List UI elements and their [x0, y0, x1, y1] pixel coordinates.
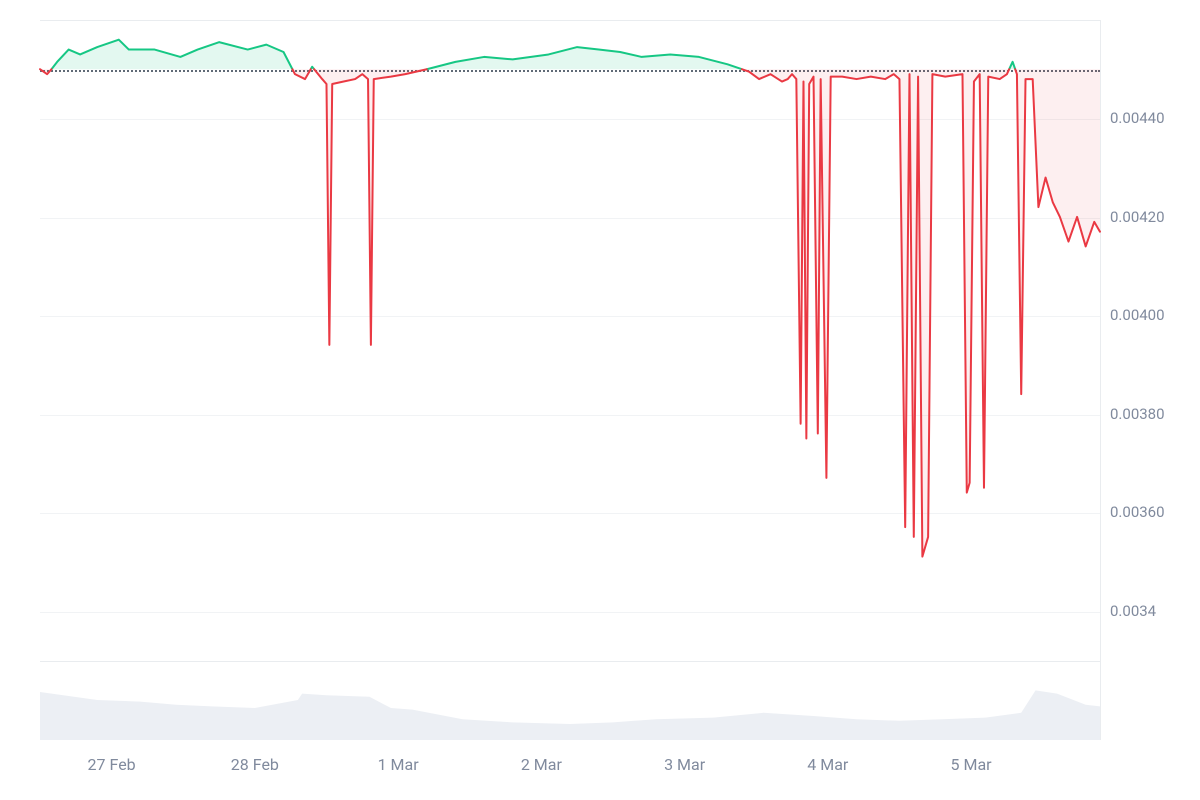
y-tick-label: 0.00400: [1110, 306, 1165, 324]
axis-right-border: [1100, 20, 1101, 740]
y-tick-label: 0.00420: [1110, 208, 1165, 226]
x-tick-label: 28 Feb: [231, 755, 279, 774]
x-tick-label: 4 Mar: [807, 755, 848, 774]
x-tick-label: 5 Mar: [951, 755, 992, 774]
y-tick-label: 0.0034: [1110, 602, 1156, 620]
y-tick-label: 0.00360: [1110, 503, 1165, 521]
price-line-layer: [40, 20, 1100, 660]
x-tick-label: 3 Mar: [664, 755, 705, 774]
y-tick-label: 0.00440: [1110, 109, 1165, 127]
x-tick-label: 27 Feb: [88, 755, 136, 774]
volume-layer: [40, 660, 1100, 740]
y-tick-label: 0.00380: [1110, 405, 1165, 423]
price-chart[interactable]: 0.00440 0.00420 0.00400 0.00380 0.00360 0.003…: [0, 0, 1200, 800]
x-tick-label: 1 Mar: [378, 755, 419, 774]
x-tick-label: 2 Mar: [521, 755, 562, 774]
